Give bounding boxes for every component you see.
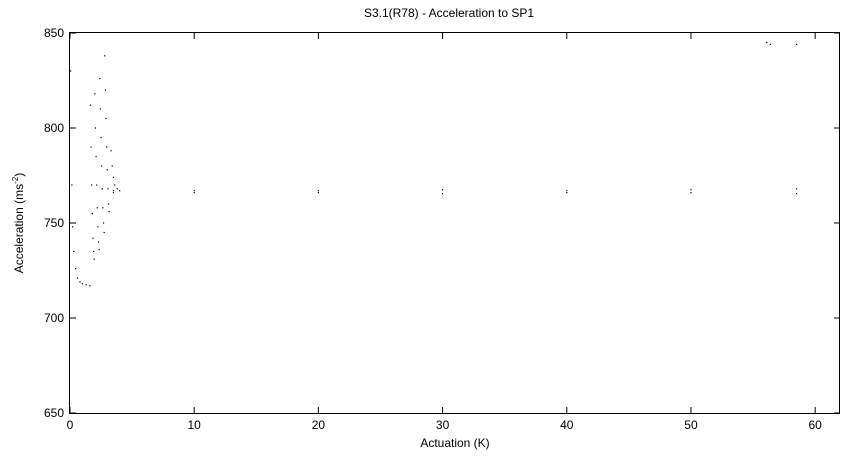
data-points-layer bbox=[69, 32, 798, 287]
data-point bbox=[103, 231, 105, 234]
data-point bbox=[94, 127, 97, 129]
y-tick-label: 800 bbox=[44, 121, 64, 135]
y-axis-label: Acceleration (ms-2) bbox=[11, 173, 26, 274]
data-point bbox=[108, 211, 110, 213]
data-point bbox=[112, 192, 115, 194]
x-tick-label: 60 bbox=[808, 418, 822, 432]
data-point bbox=[119, 190, 121, 192]
data-point bbox=[99, 78, 101, 80]
data-point bbox=[81, 283, 84, 285]
data-point bbox=[71, 184, 73, 186]
data-point bbox=[105, 117, 107, 120]
data-point bbox=[89, 104, 92, 106]
data-point bbox=[441, 192, 444, 195]
x-axis-ticks: 0 10 20 30 40 50 60 bbox=[67, 33, 822, 432]
data-point bbox=[441, 189, 444, 191]
data-point bbox=[79, 281, 81, 283]
series-1 bbox=[69, 32, 798, 287]
data-point bbox=[110, 150, 112, 152]
data-point bbox=[101, 188, 103, 190]
series-2 bbox=[112, 188, 798, 192]
data-point bbox=[73, 250, 75, 253]
data-point bbox=[112, 190, 115, 192]
data-point bbox=[193, 192, 195, 194]
y-axis-label-close: ) bbox=[12, 173, 26, 177]
data-point bbox=[100, 136, 102, 139]
data-point bbox=[74, 268, 77, 270]
data-point bbox=[96, 207, 98, 209]
data-point bbox=[106, 169, 108, 171]
plot-frame bbox=[69, 32, 840, 414]
data-point bbox=[795, 188, 798, 190]
data-point bbox=[114, 184, 116, 186]
data-point bbox=[90, 146, 92, 148]
data-point bbox=[91, 212, 93, 215]
data-point bbox=[101, 165, 103, 167]
x-axis-label: Actuation (K) bbox=[420, 436, 489, 450]
y-tick-label: 850 bbox=[44, 26, 64, 40]
data-point bbox=[111, 165, 113, 167]
data-point bbox=[94, 93, 96, 95]
y-tick-label: 650 bbox=[44, 406, 64, 420]
x-tick-label: 30 bbox=[436, 418, 450, 432]
data-point bbox=[76, 277, 79, 279]
y-axis-label-superscript: -2 bbox=[11, 176, 20, 184]
data-point bbox=[690, 189, 692, 191]
data-point bbox=[107, 188, 109, 190]
data-point bbox=[112, 176, 115, 178]
data-point bbox=[96, 184, 98, 186]
data-point bbox=[104, 55, 106, 57]
x-tick-label: 20 bbox=[312, 418, 326, 432]
data-point bbox=[566, 190, 568, 192]
data-point bbox=[92, 250, 95, 253]
data-point bbox=[116, 188, 118, 190]
data-point bbox=[92, 237, 94, 239]
chart-title: S3.1(R78) - Acceleration to SP1 bbox=[364, 6, 534, 20]
data-point bbox=[104, 89, 106, 91]
data-point bbox=[97, 241, 100, 243]
data-point bbox=[91, 184, 93, 186]
x-tick-label: 40 bbox=[560, 418, 574, 432]
data-point bbox=[317, 190, 319, 192]
x-tick-label: 50 bbox=[684, 418, 698, 432]
data-point bbox=[193, 190, 195, 192]
data-point bbox=[566, 192, 568, 194]
data-point bbox=[99, 108, 102, 110]
data-point bbox=[93, 258, 95, 260]
series-3 bbox=[112, 192, 798, 195]
data-point bbox=[690, 192, 692, 194]
data-point bbox=[769, 43, 772, 45]
data-point bbox=[795, 43, 798, 45]
data-point bbox=[795, 192, 798, 195]
data-point bbox=[89, 285, 91, 287]
y-tick-label: 750 bbox=[44, 216, 64, 230]
y-tick-label: 700 bbox=[44, 311, 64, 325]
y-axis-ticks: 650 700 750 800 850 bbox=[44, 26, 840, 420]
data-point bbox=[766, 41, 768, 44]
data-point bbox=[102, 222, 105, 224]
data-point bbox=[107, 203, 110, 205]
data-point bbox=[102, 207, 104, 209]
data-point bbox=[71, 226, 74, 228]
data-point bbox=[70, 70, 72, 72]
data-point bbox=[95, 155, 97, 158]
x-tick-label: 0 bbox=[67, 418, 74, 432]
y-axis-label-main: Acceleration (ms bbox=[12, 184, 26, 273]
data-point bbox=[85, 284, 87, 286]
data-point bbox=[98, 249, 100, 251]
x-tick-label: 10 bbox=[188, 418, 202, 432]
data-point bbox=[106, 146, 108, 148]
data-point bbox=[317, 192, 319, 194]
data-point bbox=[97, 226, 99, 228]
